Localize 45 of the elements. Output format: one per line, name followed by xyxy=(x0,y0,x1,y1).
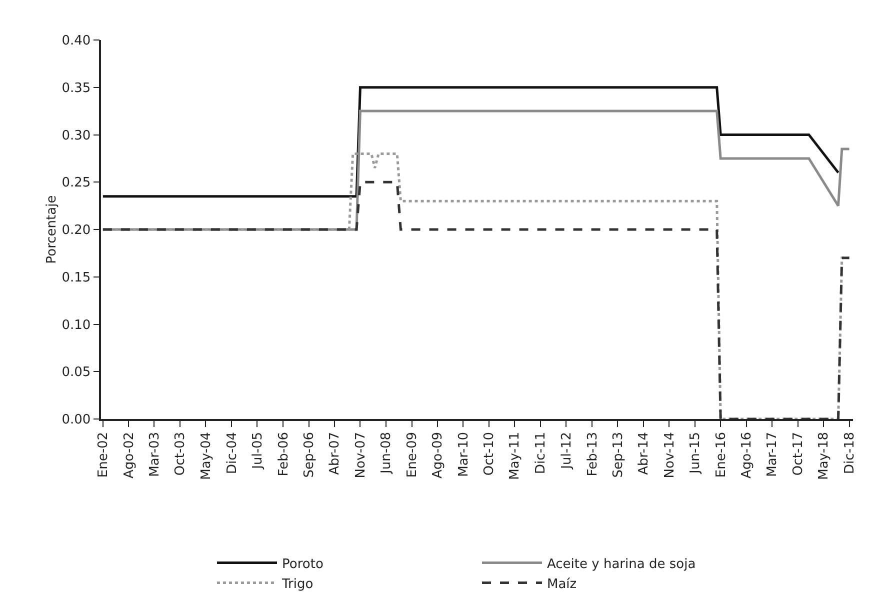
x-tick-label: Ene-09 xyxy=(405,432,420,478)
legend-label: Aceite y harina de soja xyxy=(547,556,696,572)
x-tick-label: Jul-05 xyxy=(250,432,266,470)
x-tick-label: May-04 xyxy=(198,432,214,480)
x-tick-label: May-11 xyxy=(508,432,523,480)
line-series xyxy=(102,86,840,198)
x-tick-label: Ago-16 xyxy=(740,432,755,479)
y-tick-label: 0.30 xyxy=(62,128,91,144)
y-tick-label: 0.10 xyxy=(62,318,91,333)
x-tick-label: Ene-16 xyxy=(714,432,729,478)
x-tick-label: Jun-15 xyxy=(688,432,703,474)
x-tick-label: Sep-06 xyxy=(302,432,318,478)
x-tick-label: Dic-11 xyxy=(534,432,549,474)
x-tick-label: Ago-09 xyxy=(430,432,446,479)
x-tick-label: Mar-10 xyxy=(456,432,472,477)
x-tick-label: Dic-18 xyxy=(842,432,858,474)
y-tick-label: 0.05 xyxy=(62,365,91,380)
y-tick-label: 0.20 xyxy=(62,223,91,238)
x-tick-label: May-18 xyxy=(816,432,832,480)
x-tick-label: Dic-04 xyxy=(224,432,240,474)
x-tick-label: Ago-02 xyxy=(122,432,137,479)
legend-label: Poroto xyxy=(282,556,324,572)
x-tick-label: Jun-08 xyxy=(379,432,394,474)
x-tick-label: Sep-13 xyxy=(610,432,626,478)
x-tick-label: Abr-14 xyxy=(636,432,652,475)
x-tick-label: Jul-12 xyxy=(559,432,574,470)
y-tick-label: 0.25 xyxy=(62,176,91,191)
x-tick-label: Oct-17 xyxy=(791,432,806,476)
y-tick-label: 0.35 xyxy=(62,80,91,96)
x-tick-label: Nov-07 xyxy=(353,432,368,478)
x-tick-label: Mar-17 xyxy=(765,432,780,477)
y-tick-label: 0.40 xyxy=(62,34,91,49)
x-tick-label: Ene-02 xyxy=(96,432,112,478)
y-axis-title: Porcentaje xyxy=(44,195,60,264)
x-tick-label: Feb-06 xyxy=(276,432,292,476)
x-tick-label: Oct-03 xyxy=(173,432,188,476)
y-tick-label: 0.15 xyxy=(62,270,91,286)
legend-label: Maíz xyxy=(547,576,577,592)
y-tick-label: 0.00 xyxy=(62,412,91,428)
x-tick-label: Mar-03 xyxy=(147,432,162,477)
x-tick-label: Oct-10 xyxy=(482,432,498,476)
x-tick-label: Abr-07 xyxy=(328,432,343,475)
x-tick-label: Nov-14 xyxy=(662,432,678,478)
legend-label: Trigo xyxy=(281,576,314,592)
x-tick-label: Feb-13 xyxy=(585,432,600,476)
